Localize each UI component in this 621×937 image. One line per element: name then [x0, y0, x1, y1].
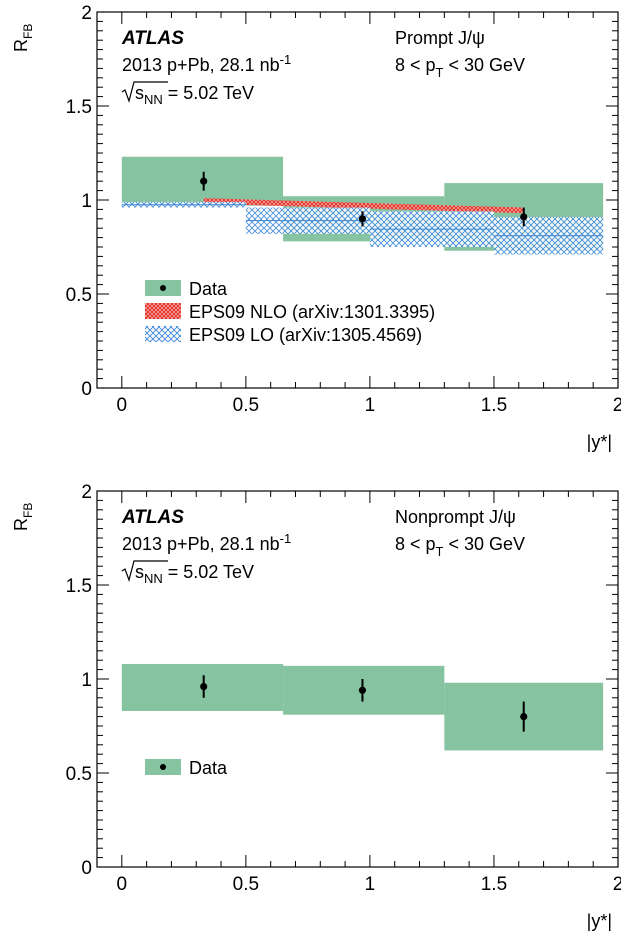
- x-tick-label: 2: [613, 395, 621, 416]
- atlas-label: ATLAS: [121, 28, 184, 49]
- legend: Data: [145, 758, 228, 778]
- energy-label: sNN = 5.02 TeV: [135, 562, 254, 586]
- x-tick-label: 1: [365, 874, 376, 895]
- x-axis-label: |y*|: [587, 911, 612, 931]
- y-tick-label: 1.5: [66, 576, 92, 597]
- y-axis-label: RFB: [11, 503, 35, 531]
- x-tick-label: 0.5: [233, 395, 259, 416]
- species-label: Prompt J/ψ: [395, 28, 485, 48]
- y-tick-label: 1: [81, 191, 92, 212]
- y-tick-label: 0: [81, 858, 92, 879]
- pt-range-label: 8 < pT < 30 GeV: [395, 55, 525, 80]
- species-label: Nonprompt J/ψ: [395, 507, 516, 527]
- legend-label-3: EPS09 LO (arXiv:1305.4569): [189, 325, 422, 345]
- x-tick-label: 1.5: [481, 874, 507, 895]
- y-tick-label: 1.5: [66, 97, 92, 118]
- legend-marker-data: [160, 285, 166, 291]
- legend-label-2: EPS09 NLO (arXiv:1301.3395): [189, 302, 435, 322]
- legend-swatch-lo: [145, 326, 181, 342]
- sqrt-symbol: [121, 81, 168, 104]
- dataset-label: 2013 p+Pb, 28.1 nb-1: [122, 531, 291, 554]
- x-tick-label: 0.5: [233, 874, 259, 895]
- data-point-3: [520, 213, 528, 221]
- x-tick-label: 0: [117, 395, 128, 416]
- y-tick-label: 0.5: [66, 764, 92, 785]
- nlo-band: [203, 198, 524, 214]
- y-tick-label: 2: [81, 3, 92, 24]
- legend-label-1: Data: [189, 758, 228, 778]
- x-tick-label: 1.5: [481, 395, 507, 416]
- y-tick-label: 0: [81, 379, 92, 400]
- legend-label-1: Data: [189, 279, 228, 299]
- y-axis-label: RFB: [11, 24, 35, 52]
- legend-swatch-nlo: [145, 303, 181, 319]
- energy-label: sNN = 5.02 TeV: [135, 83, 254, 107]
- x-tick-label: 0: [117, 874, 128, 895]
- pt-range-label: 8 < pT < 30 GeV: [395, 534, 525, 559]
- data-point-3: [520, 713, 528, 721]
- x-tick-label: 1: [365, 395, 376, 416]
- legend: Data EPS09 NLO (arXiv:1301.3395) EPS09 LO …: [145, 279, 435, 345]
- data-point-2: [358, 686, 367, 694]
- x-axis-label: |y*|: [587, 432, 612, 452]
- data-point-1: [200, 682, 208, 691]
- data-point-1: [200, 177, 208, 185]
- y-tick-label: 0.5: [66, 285, 92, 306]
- legend-marker-data: [160, 764, 166, 770]
- y-tick-label: 2: [81, 482, 92, 503]
- atlas-label: ATLAS: [121, 507, 184, 528]
- x-tick-label: 2: [613, 874, 621, 895]
- sqrt-symbol: [121, 560, 168, 583]
- dataset-label: 2013 p+Pb, 28.1 nb-1: [122, 52, 291, 75]
- y-tick-label: 1: [81, 670, 92, 691]
- data-point-2: [358, 215, 367, 223]
